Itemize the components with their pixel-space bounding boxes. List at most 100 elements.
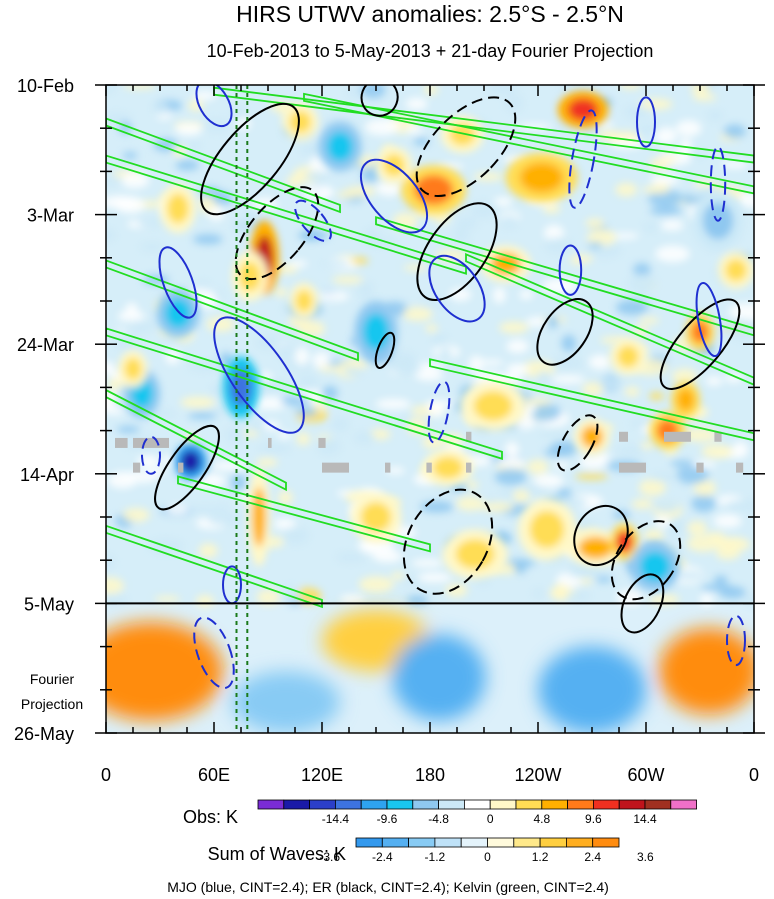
y-tick-label: 5-May bbox=[24, 594, 74, 614]
er-contour bbox=[556, 414, 599, 472]
waves-colorbar-label: Sum of Waves: K bbox=[208, 844, 346, 864]
texture-patch bbox=[554, 462, 569, 469]
texture-patch bbox=[230, 474, 246, 491]
texture-patch bbox=[631, 420, 648, 428]
texture-patch bbox=[544, 224, 564, 242]
texture-patch bbox=[331, 416, 350, 432]
texture-patch bbox=[526, 316, 547, 327]
anomaly-blob-core bbox=[239, 261, 261, 292]
texture-patch bbox=[413, 137, 430, 146]
texture-patch bbox=[405, 97, 428, 110]
texture-patch bbox=[588, 354, 612, 370]
missing-data-segment bbox=[426, 462, 432, 473]
anomaly-blob-core bbox=[432, 456, 464, 479]
texture-patch bbox=[312, 352, 331, 370]
texture-patch bbox=[405, 126, 423, 134]
texture-patch bbox=[357, 280, 374, 299]
texture-patch bbox=[655, 245, 690, 263]
texture-patch bbox=[546, 316, 559, 328]
colorbar-box bbox=[412, 799, 439, 810]
texture-patch bbox=[713, 514, 742, 528]
texture-patch bbox=[655, 127, 677, 145]
texture-patch bbox=[225, 425, 249, 444]
texture-patch bbox=[256, 589, 281, 606]
colorbar-box bbox=[309, 799, 336, 810]
texture-patch bbox=[551, 375, 586, 384]
colorbar-box bbox=[541, 799, 568, 810]
missing-data-segment bbox=[619, 462, 646, 473]
texture-patch bbox=[375, 398, 411, 410]
kelvin-contour bbox=[106, 117, 341, 214]
er-contour bbox=[200, 102, 300, 216]
missing-data-segment bbox=[178, 462, 184, 473]
mjo-contour bbox=[359, 158, 429, 234]
missing-data-segment bbox=[385, 462, 391, 473]
missing-data-segment bbox=[696, 462, 704, 473]
colorbar-box bbox=[513, 837, 541, 848]
texture-patch bbox=[125, 302, 138, 314]
texture-patch bbox=[499, 321, 529, 334]
colorbar-box bbox=[618, 799, 646, 810]
texture-patch bbox=[561, 334, 577, 352]
texture-patch bbox=[207, 513, 244, 526]
texture-patch bbox=[305, 170, 328, 181]
missing-data-segments bbox=[115, 431, 744, 473]
projection-blob bbox=[392, 634, 486, 721]
waves-colorbar: Sum of Waves: K -3.6 -2.4 -1.2 0 1.2 2.4 3.6 bbox=[208, 837, 654, 864]
y-tick-label: 14-Apr bbox=[20, 465, 74, 485]
texture-patch bbox=[392, 212, 418, 230]
texture-patch bbox=[274, 287, 288, 297]
kelvin-contour bbox=[106, 259, 359, 362]
er-contour bbox=[360, 85, 399, 117]
texture-patch bbox=[654, 500, 680, 513]
missing-data-segment bbox=[133, 437, 169, 448]
texture-patch bbox=[687, 520, 707, 536]
texture-patch bbox=[540, 430, 574, 437]
texture-patch bbox=[443, 433, 463, 448]
y-axis: 10-Feb 3-Mar 24-Mar 14-Apr 5-May 26-May bbox=[14, 76, 765, 744]
mjo-contour bbox=[193, 616, 235, 690]
colorbar-box bbox=[434, 837, 462, 848]
mjo-contour bbox=[427, 380, 451, 444]
colorbar-tick-label: 0 bbox=[487, 812, 494, 826]
texture-patch bbox=[643, 222, 658, 232]
texture-patch bbox=[494, 197, 513, 206]
texture-patch bbox=[358, 576, 394, 593]
texture-patch bbox=[633, 263, 651, 277]
texture-patch bbox=[494, 468, 527, 486]
texture-patch bbox=[361, 540, 394, 555]
texture-patch bbox=[166, 504, 189, 515]
texture-patch bbox=[595, 576, 613, 583]
texture-patch bbox=[384, 351, 417, 369]
texture-patch bbox=[500, 214, 519, 229]
colorbar-tick-label: 9.6 bbox=[585, 812, 602, 826]
texture-patch bbox=[624, 386, 640, 397]
x-tick-label: 0 bbox=[101, 765, 111, 785]
texture-patch bbox=[296, 432, 311, 446]
texture-patch bbox=[317, 291, 350, 302]
colorbar-box bbox=[670, 799, 697, 810]
texture-patch bbox=[715, 546, 741, 560]
y-tick-label: 26-May bbox=[14, 724, 74, 744]
anomaly-blob-core bbox=[180, 450, 201, 473]
texture-patch bbox=[343, 366, 364, 377]
texture-patch bbox=[154, 595, 181, 603]
texture-patch bbox=[122, 151, 138, 159]
er-contour bbox=[154, 424, 220, 511]
texture-patch bbox=[273, 518, 296, 530]
projection-blob bbox=[538, 646, 646, 733]
texture-patch bbox=[633, 326, 649, 336]
texture-patch bbox=[360, 85, 386, 99]
texture-patch bbox=[364, 118, 400, 136]
texture-patch bbox=[520, 398, 553, 406]
texture-patch bbox=[712, 537, 744, 546]
texture-patch bbox=[280, 396, 311, 406]
texture-patch bbox=[153, 410, 177, 418]
x-tick-label: 120E bbox=[301, 765, 343, 785]
texture-patch bbox=[657, 155, 678, 163]
projection-blobs bbox=[106, 609, 754, 733]
texture-patch bbox=[122, 507, 150, 523]
texture-patch bbox=[506, 363, 529, 376]
mjo-contour bbox=[158, 246, 198, 319]
